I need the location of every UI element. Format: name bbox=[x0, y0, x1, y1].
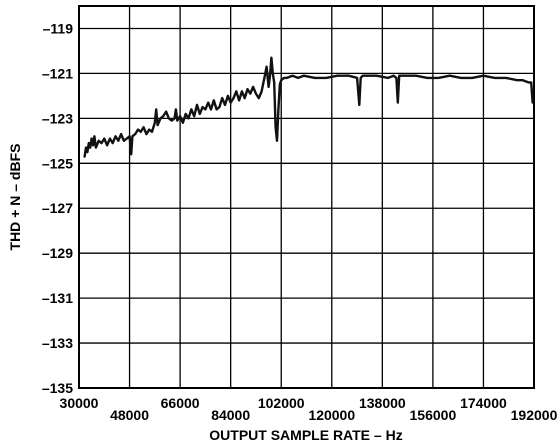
y-tick-label: –121 bbox=[42, 65, 73, 81]
plot-background bbox=[79, 6, 534, 388]
y-tick-labels: –135 –133 –131 –129 –127 –125 –123 –121 –119 bbox=[42, 20, 73, 396]
y-tick-label: –127 bbox=[42, 200, 73, 216]
x-tick-labels: 30000 48000 66000 84000 10200012000013800015… bbox=[60, 395, 558, 423]
x-tick-label: 84000 bbox=[211, 407, 250, 423]
x-tick-label: 48000 bbox=[110, 407, 149, 423]
x-tick-label: 66000 bbox=[161, 395, 200, 411]
series-line bbox=[83, 56, 534, 158]
x-tick-label: 120000 bbox=[308, 407, 355, 423]
x-tick-label: 138000 bbox=[359, 395, 406, 411]
x-tick-label: 102000 bbox=[258, 395, 305, 411]
y-tick-label: –125 bbox=[42, 155, 73, 171]
x-tick-label: 156000 bbox=[410, 407, 457, 423]
y-tick-label: –133 bbox=[42, 335, 73, 351]
y-tick-label: –123 bbox=[42, 110, 73, 126]
x-tick-label: 30000 bbox=[60, 395, 99, 411]
y-tick-label: –119 bbox=[43, 20, 74, 36]
x-tick-label: 192000 bbox=[511, 407, 558, 423]
x-axis-label: OUTPUT SAMPLE RATE – Hz bbox=[209, 427, 402, 443]
y-tick-label: –129 bbox=[42, 245, 73, 261]
plot-frame bbox=[78, 5, 535, 389]
y-tick-label: –135 bbox=[42, 380, 73, 396]
y-axis-label: THD + N – dBFS bbox=[7, 144, 23, 251]
x-tick-label: 174000 bbox=[460, 395, 507, 411]
series-layer bbox=[83, 56, 534, 158]
y-tick-label: –131 bbox=[42, 290, 73, 306]
